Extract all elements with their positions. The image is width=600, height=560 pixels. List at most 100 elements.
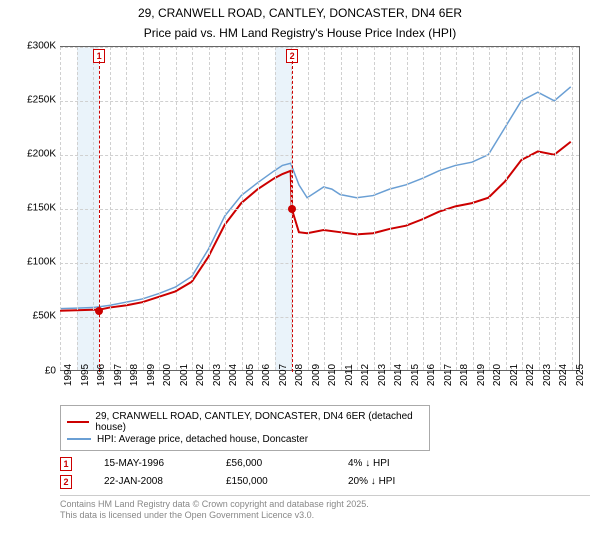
x-gridline [324, 47, 325, 370]
x-tick-label: 2004 [228, 363, 239, 385]
transaction-row: 2 22-JAN-2008 £150,000 20% ↓ HPI [60, 475, 590, 489]
x-gridline [242, 47, 243, 370]
x-gridline [126, 47, 127, 370]
legend: 29, CRANWELL ROAD, CANTLEY, DONCASTER, D… [60, 405, 430, 451]
x-tick-label: 1996 [96, 363, 107, 385]
x-gridline [159, 47, 160, 370]
chart-container: 29, CRANWELL ROAD, CANTLEY, DONCASTER, D… [0, 0, 600, 560]
legend-item: HPI: Average price, detached house, Donc… [67, 434, 423, 445]
x-gridline [77, 47, 78, 370]
x-gridline [258, 47, 259, 370]
x-gridline [143, 47, 144, 370]
x-gridline [60, 47, 61, 370]
x-gridline [440, 47, 441, 370]
x-tick-label: 1999 [146, 363, 157, 385]
x-gridline [209, 47, 210, 370]
x-tick-label: 2007 [278, 363, 289, 385]
x-tick-label: 2020 [492, 363, 503, 385]
x-tick-label: 2025 [575, 363, 586, 385]
x-tick-label: 2017 [443, 363, 454, 385]
x-gridline [423, 47, 424, 370]
legend-label: HPI: Average price, detached house, Donc… [97, 434, 308, 445]
transaction-date: 22-JAN-2008 [104, 476, 194, 487]
x-tick-label: 2015 [410, 363, 421, 385]
x-tick-label: 2013 [377, 363, 388, 385]
transaction-marker: 1 [60, 457, 72, 471]
y-tick-label: £250K [27, 94, 56, 105]
x-tick-label: 2000 [162, 363, 173, 385]
y-tick-label: £300K [27, 40, 56, 51]
transaction-delta: 20% ↓ HPI [348, 476, 438, 487]
y-gridline [60, 101, 579, 102]
x-gridline [357, 47, 358, 370]
x-tick-label: 2023 [542, 363, 553, 385]
y-tick-label: £50K [33, 311, 56, 322]
x-gridline [341, 47, 342, 370]
transactions-table: 1 15-MAY-1996 £56,000 4% ↓ HPI 2 22-JAN-2008 £… [60, 457, 590, 489]
chart-area: £0£50K£100K£150K£200K£250K£300K 12 19941… [20, 46, 580, 401]
x-gridline [176, 47, 177, 370]
x-gridline [374, 47, 375, 370]
legend-label: 29, CRANWELL ROAD, CANTLEY, DONCASTER, D… [95, 411, 423, 433]
y-gridline [60, 263, 579, 264]
series-hpi [60, 86, 571, 308]
x-gridline [225, 47, 226, 370]
x-tick-label: 2003 [212, 363, 223, 385]
x-gridline [539, 47, 540, 370]
transaction-date: 15-MAY-1996 [104, 458, 194, 469]
legend-swatch [67, 421, 89, 423]
x-tick-label: 2006 [261, 363, 272, 385]
x-axis: 1994199519961997199819992000200120022003… [60, 371, 580, 401]
footer-line-1: Contains HM Land Registry data © Crown c… [60, 499, 590, 511]
x-gridline [555, 47, 556, 370]
x-tick-label: 2018 [459, 363, 470, 385]
y-gridline [60, 47, 579, 48]
transaction-price: £150,000 [226, 476, 316, 487]
x-tick-label: 2012 [360, 363, 371, 385]
x-tick-label: 2008 [294, 363, 305, 385]
footer-line-2: This data is licensed under the Open Gov… [60, 510, 590, 522]
transaction-price: £56,000 [226, 458, 316, 469]
x-gridline [473, 47, 474, 370]
y-gridline [60, 317, 579, 318]
footer: Contains HM Land Registry data © Crown c… [60, 495, 590, 522]
title-line-1: 29, CRANWELL ROAD, CANTLEY, DONCASTER, D… [10, 6, 590, 22]
x-tick-label: 2024 [558, 363, 569, 385]
plot-area: 12 [60, 46, 580, 371]
x-gridline [572, 47, 573, 370]
event-dot [288, 205, 296, 213]
transaction-row: 1 15-MAY-1996 £56,000 4% ↓ HPI [60, 457, 590, 471]
x-tick-label: 2019 [476, 363, 487, 385]
x-gridline [390, 47, 391, 370]
event-marker-line [292, 61, 293, 372]
x-tick-label: 1994 [63, 363, 74, 385]
x-tick-label: 1998 [129, 363, 140, 385]
x-gridline [506, 47, 507, 370]
x-gridline [110, 47, 111, 370]
x-tick-label: 2014 [393, 363, 404, 385]
y-tick-label: £200K [27, 148, 56, 159]
y-tick-label: £100K [27, 257, 56, 268]
x-gridline [192, 47, 193, 370]
x-gridline [522, 47, 523, 370]
x-gridline [93, 47, 94, 370]
x-gridline [489, 47, 490, 370]
x-tick-label: 2009 [311, 363, 322, 385]
x-tick-label: 2011 [344, 364, 355, 386]
x-gridline [275, 47, 276, 370]
legend-swatch [67, 438, 91, 440]
x-tick-label: 2005 [245, 363, 256, 385]
x-gridline [456, 47, 457, 370]
legend-item: 29, CRANWELL ROAD, CANTLEY, DONCASTER, D… [67, 411, 423, 433]
x-gridline [407, 47, 408, 370]
x-tick-label: 2001 [179, 363, 190, 385]
x-gridline [308, 47, 309, 370]
transaction-marker: 2 [60, 475, 72, 489]
y-gridline [60, 155, 579, 156]
title-line-2: Price paid vs. HM Land Registry's House … [10, 26, 590, 40]
x-tick-label: 2002 [195, 363, 206, 385]
y-gridline [60, 209, 579, 210]
transaction-delta: 4% ↓ HPI [348, 458, 438, 469]
x-tick-label: 2016 [426, 363, 437, 385]
event-dot [95, 307, 103, 315]
